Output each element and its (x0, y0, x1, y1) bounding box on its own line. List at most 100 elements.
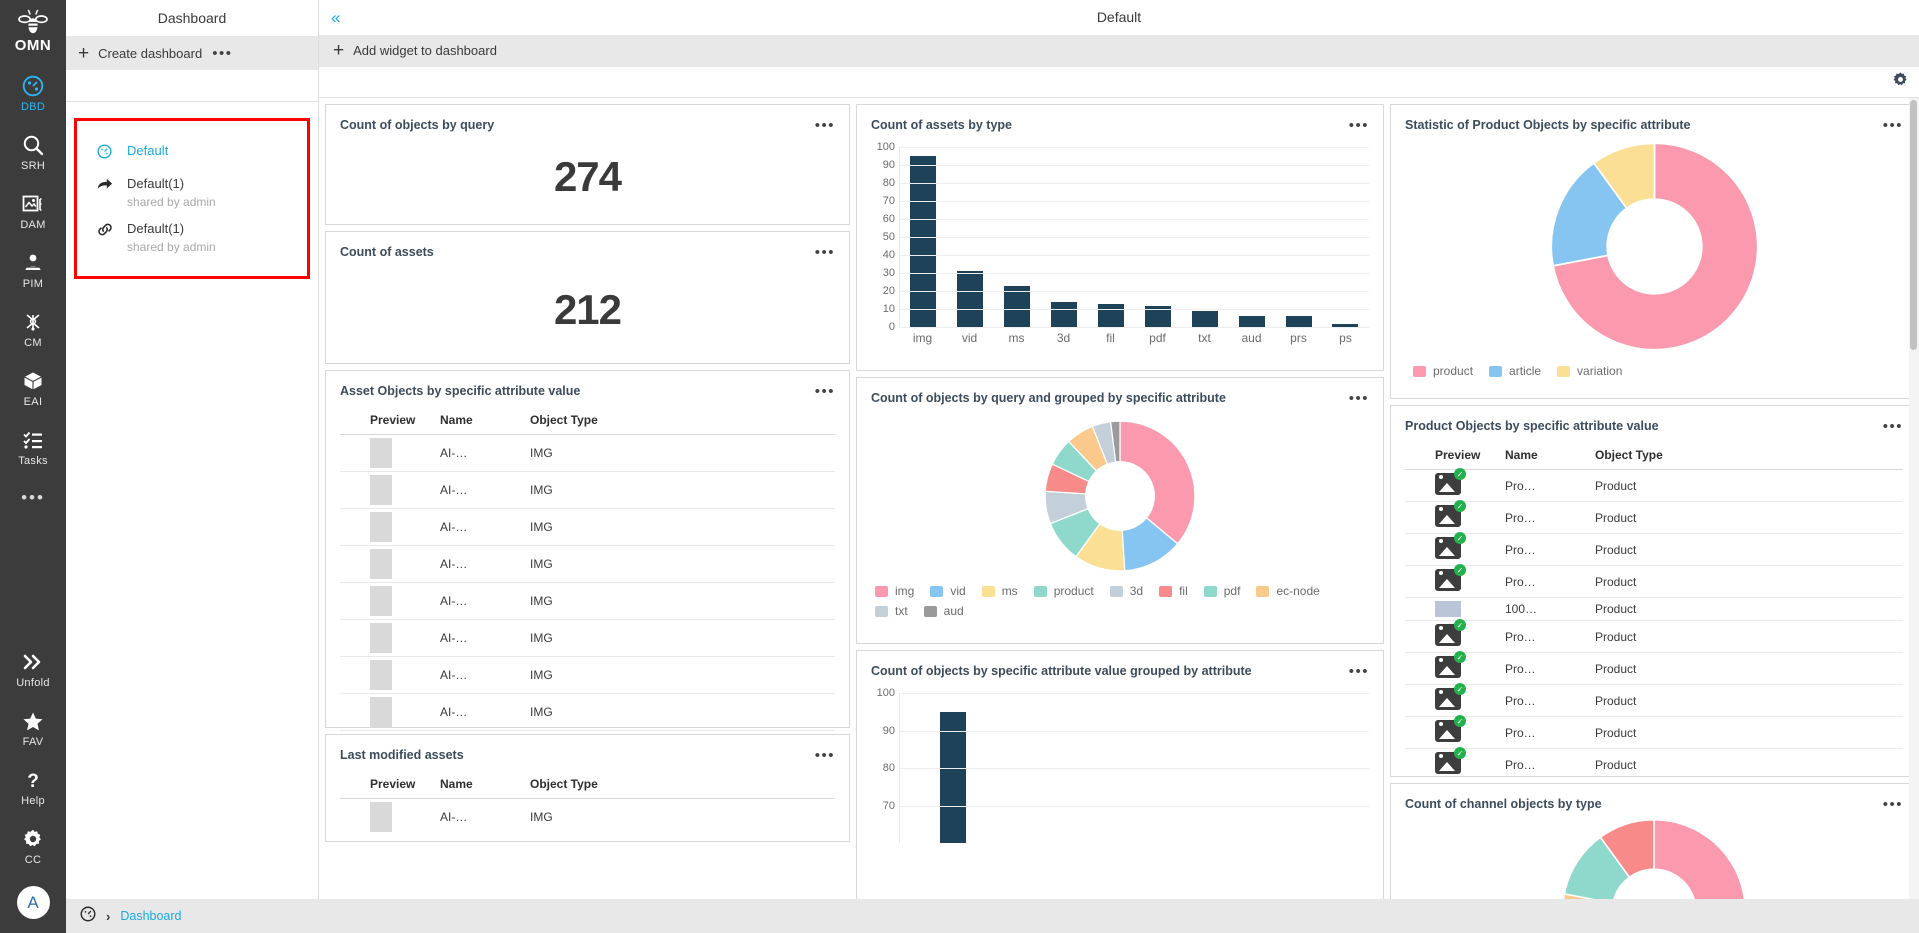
legend-item[interactable]: fil (1159, 584, 1188, 598)
rail-item-dbd[interactable]: DBD (0, 74, 66, 113)
pie-slice[interactable]: aud: 2 (1109, 420, 1121, 463)
legend-item[interactable]: product (1033, 584, 1094, 598)
table-row[interactable]: AI-…IMG (340, 656, 835, 694)
rail-item-dam[interactable]: DAM (0, 192, 66, 231)
bar[interactable] (1238, 316, 1265, 328)
rail-item-srh[interactable]: SRH (0, 133, 66, 172)
bar[interactable] (1144, 305, 1171, 328)
legend-item[interactable]: txt (875, 604, 908, 618)
table-row[interactable]: AI-…IMG (340, 582, 835, 620)
row-thumbnail (370, 660, 392, 691)
table-row[interactable]: ✓ Pro… Product (1405, 747, 1903, 781)
rail-item-tasks[interactable]: Tasks (0, 428, 66, 467)
table-row[interactable]: AI-…IMG (340, 434, 835, 472)
rail-item-help[interactable]: ? Help (0, 768, 66, 807)
widget-menu-dots-icon[interactable]: ••• (1882, 796, 1903, 814)
list-pane-title: Dashboard (157, 10, 227, 26)
dashboard-list-item-default-1-shared[interactable]: Default(1) shared by admin (77, 170, 307, 215)
table-row[interactable]: ✓ Pro… Product (1405, 651, 1903, 685)
link-icon (97, 221, 115, 254)
bar[interactable] (1191, 310, 1218, 328)
table-row[interactable]: AI-…IMG (340, 619, 835, 657)
legend-item[interactable]: pdf (1203, 584, 1240, 598)
table-row[interactable]: AI-…IMG (340, 693, 835, 731)
list-more-dots-icon[interactable]: ••• (212, 44, 233, 62)
row-name: AI-… (440, 545, 530, 583)
bar[interactable] (940, 712, 966, 844)
widget-menu-dots-icon[interactable]: ••• (1882, 117, 1903, 135)
board-scrollbar-track[interactable] (1909, 98, 1919, 901)
table-row[interactable]: ✓ Pro… Product (1405, 500, 1903, 534)
rail-label-tasks: Tasks (18, 455, 48, 467)
legend-item[interactable]: ms (981, 584, 1018, 598)
widget-menu-dots-icon[interactable]: ••• (1348, 117, 1369, 135)
pie-slice[interactable]: product: 72 (1551, 142, 1758, 351)
widget-menu-dots-icon[interactable]: ••• (814, 747, 835, 765)
widget-menu-dots-icon[interactable]: ••• (1882, 418, 1903, 436)
legend-item[interactable]: ec-node (1256, 584, 1320, 598)
bar[interactable] (1098, 303, 1124, 328)
bar[interactable] (1051, 301, 1078, 328)
gridline (900, 768, 1369, 770)
add-widget-button[interactable]: + Add widget to dashboard (333, 41, 497, 60)
bar[interactable] (957, 271, 984, 328)
legend-item[interactable]: vid (930, 584, 966, 598)
legend-item[interactable]: product (1413, 364, 1473, 378)
bar[interactable] (1285, 316, 1312, 328)
legend-item[interactable]: variation (1557, 364, 1622, 378)
rail-item-eai[interactable]: EAI (0, 369, 66, 408)
row-preview: ✓ (1405, 683, 1505, 717)
row-object-type: Product (1595, 652, 1903, 685)
table-row[interactable]: AI-…IMG (340, 545, 835, 583)
pie-slice[interactable]: variation: 10 (1592, 142, 1655, 210)
table-row[interactable]: AI-…IMG (340, 798, 835, 836)
gear-icon (22, 827, 44, 851)
rail-item-cc[interactable]: CC (0, 827, 66, 866)
widget-menu-dots-icon[interactable]: ••• (814, 117, 835, 135)
gear-icon[interactable] (1892, 71, 1909, 93)
legend-item[interactable]: img (875, 584, 914, 598)
rail-label-dam: DAM (20, 219, 46, 231)
table-row[interactable]: ✓ Pro… Product (1405, 715, 1903, 749)
table-row[interactable]: ✓ Pro… Product (1405, 468, 1903, 502)
table-row[interactable]: AI-…IMG (340, 471, 835, 509)
x-tick-label: fil (1106, 331, 1115, 346)
table-row[interactable]: ✓ Pro… Product (1405, 564, 1903, 598)
table-row[interactable]: ✓ Pro… Product (1405, 683, 1903, 717)
bar[interactable] (1004, 285, 1031, 328)
dashboard-list-item-default[interactable]: Default (77, 137, 307, 170)
rail-item-unfold[interactable]: Unfold (0, 650, 66, 689)
widget-menu-dots-icon[interactable]: ••• (814, 244, 835, 262)
pie-slice[interactable]: img: 36 (1119, 420, 1196, 545)
row-preview: ✓ (1405, 532, 1505, 566)
last-modified-assets-table: Preview Name Object Type AI-… IMG (340, 771, 835, 836)
bar[interactable] (910, 156, 937, 328)
table-row[interactable]: 100… Product (1405, 597, 1903, 621)
rail-item-pim[interactable]: PIM (0, 251, 66, 290)
donut-svg: product: 72article: 18variation: 10 (1549, 142, 1758, 351)
legend-item[interactable]: article (1489, 364, 1541, 378)
breadcrumb-link-dashboard[interactable]: Dashboard (120, 909, 182, 923)
pie-slice[interactable]: aud: 10 (1599, 819, 1655, 879)
widget-statistic-product-objects: Statistic of Product Objects by specific… (1390, 104, 1918, 400)
dashboard-icon[interactable] (80, 906, 96, 927)
table-row[interactable]: AI-…IMG (340, 508, 835, 546)
more-dots-icon[interactable]: ••• (21, 488, 45, 507)
widget-menu-dots-icon[interactable]: ••• (1348, 663, 1369, 681)
board-scrollbar-thumb[interactable] (1910, 100, 1917, 351)
pie-slice[interactable]: product: 46 (1653, 819, 1746, 900)
create-dashboard-button[interactable]: + Create dashboard (78, 44, 202, 63)
app-logo[interactable]: OMN (15, 8, 52, 54)
dashboard-list-item-default-1-link[interactable]: Default(1) shared by admin (77, 215, 307, 260)
legend-item[interactable]: 3d (1109, 584, 1143, 598)
rail-item-fav[interactable]: FAV (0, 709, 66, 748)
table-row[interactable]: ✓ Pro… Product (1405, 619, 1903, 653)
bar[interactable] (1332, 323, 1359, 328)
chevron-double-left-icon[interactable]: « (331, 7, 341, 27)
legend-item[interactable]: aud (923, 604, 964, 618)
rail-item-cm[interactable]: CM (0, 310, 66, 349)
widget-menu-dots-icon[interactable]: ••• (814, 383, 835, 401)
table-row[interactable]: ✓ Pro… Product (1405, 532, 1903, 566)
widget-menu-dots-icon[interactable]: ••• (1348, 390, 1369, 408)
avatar[interactable]: A (16, 886, 50, 919)
